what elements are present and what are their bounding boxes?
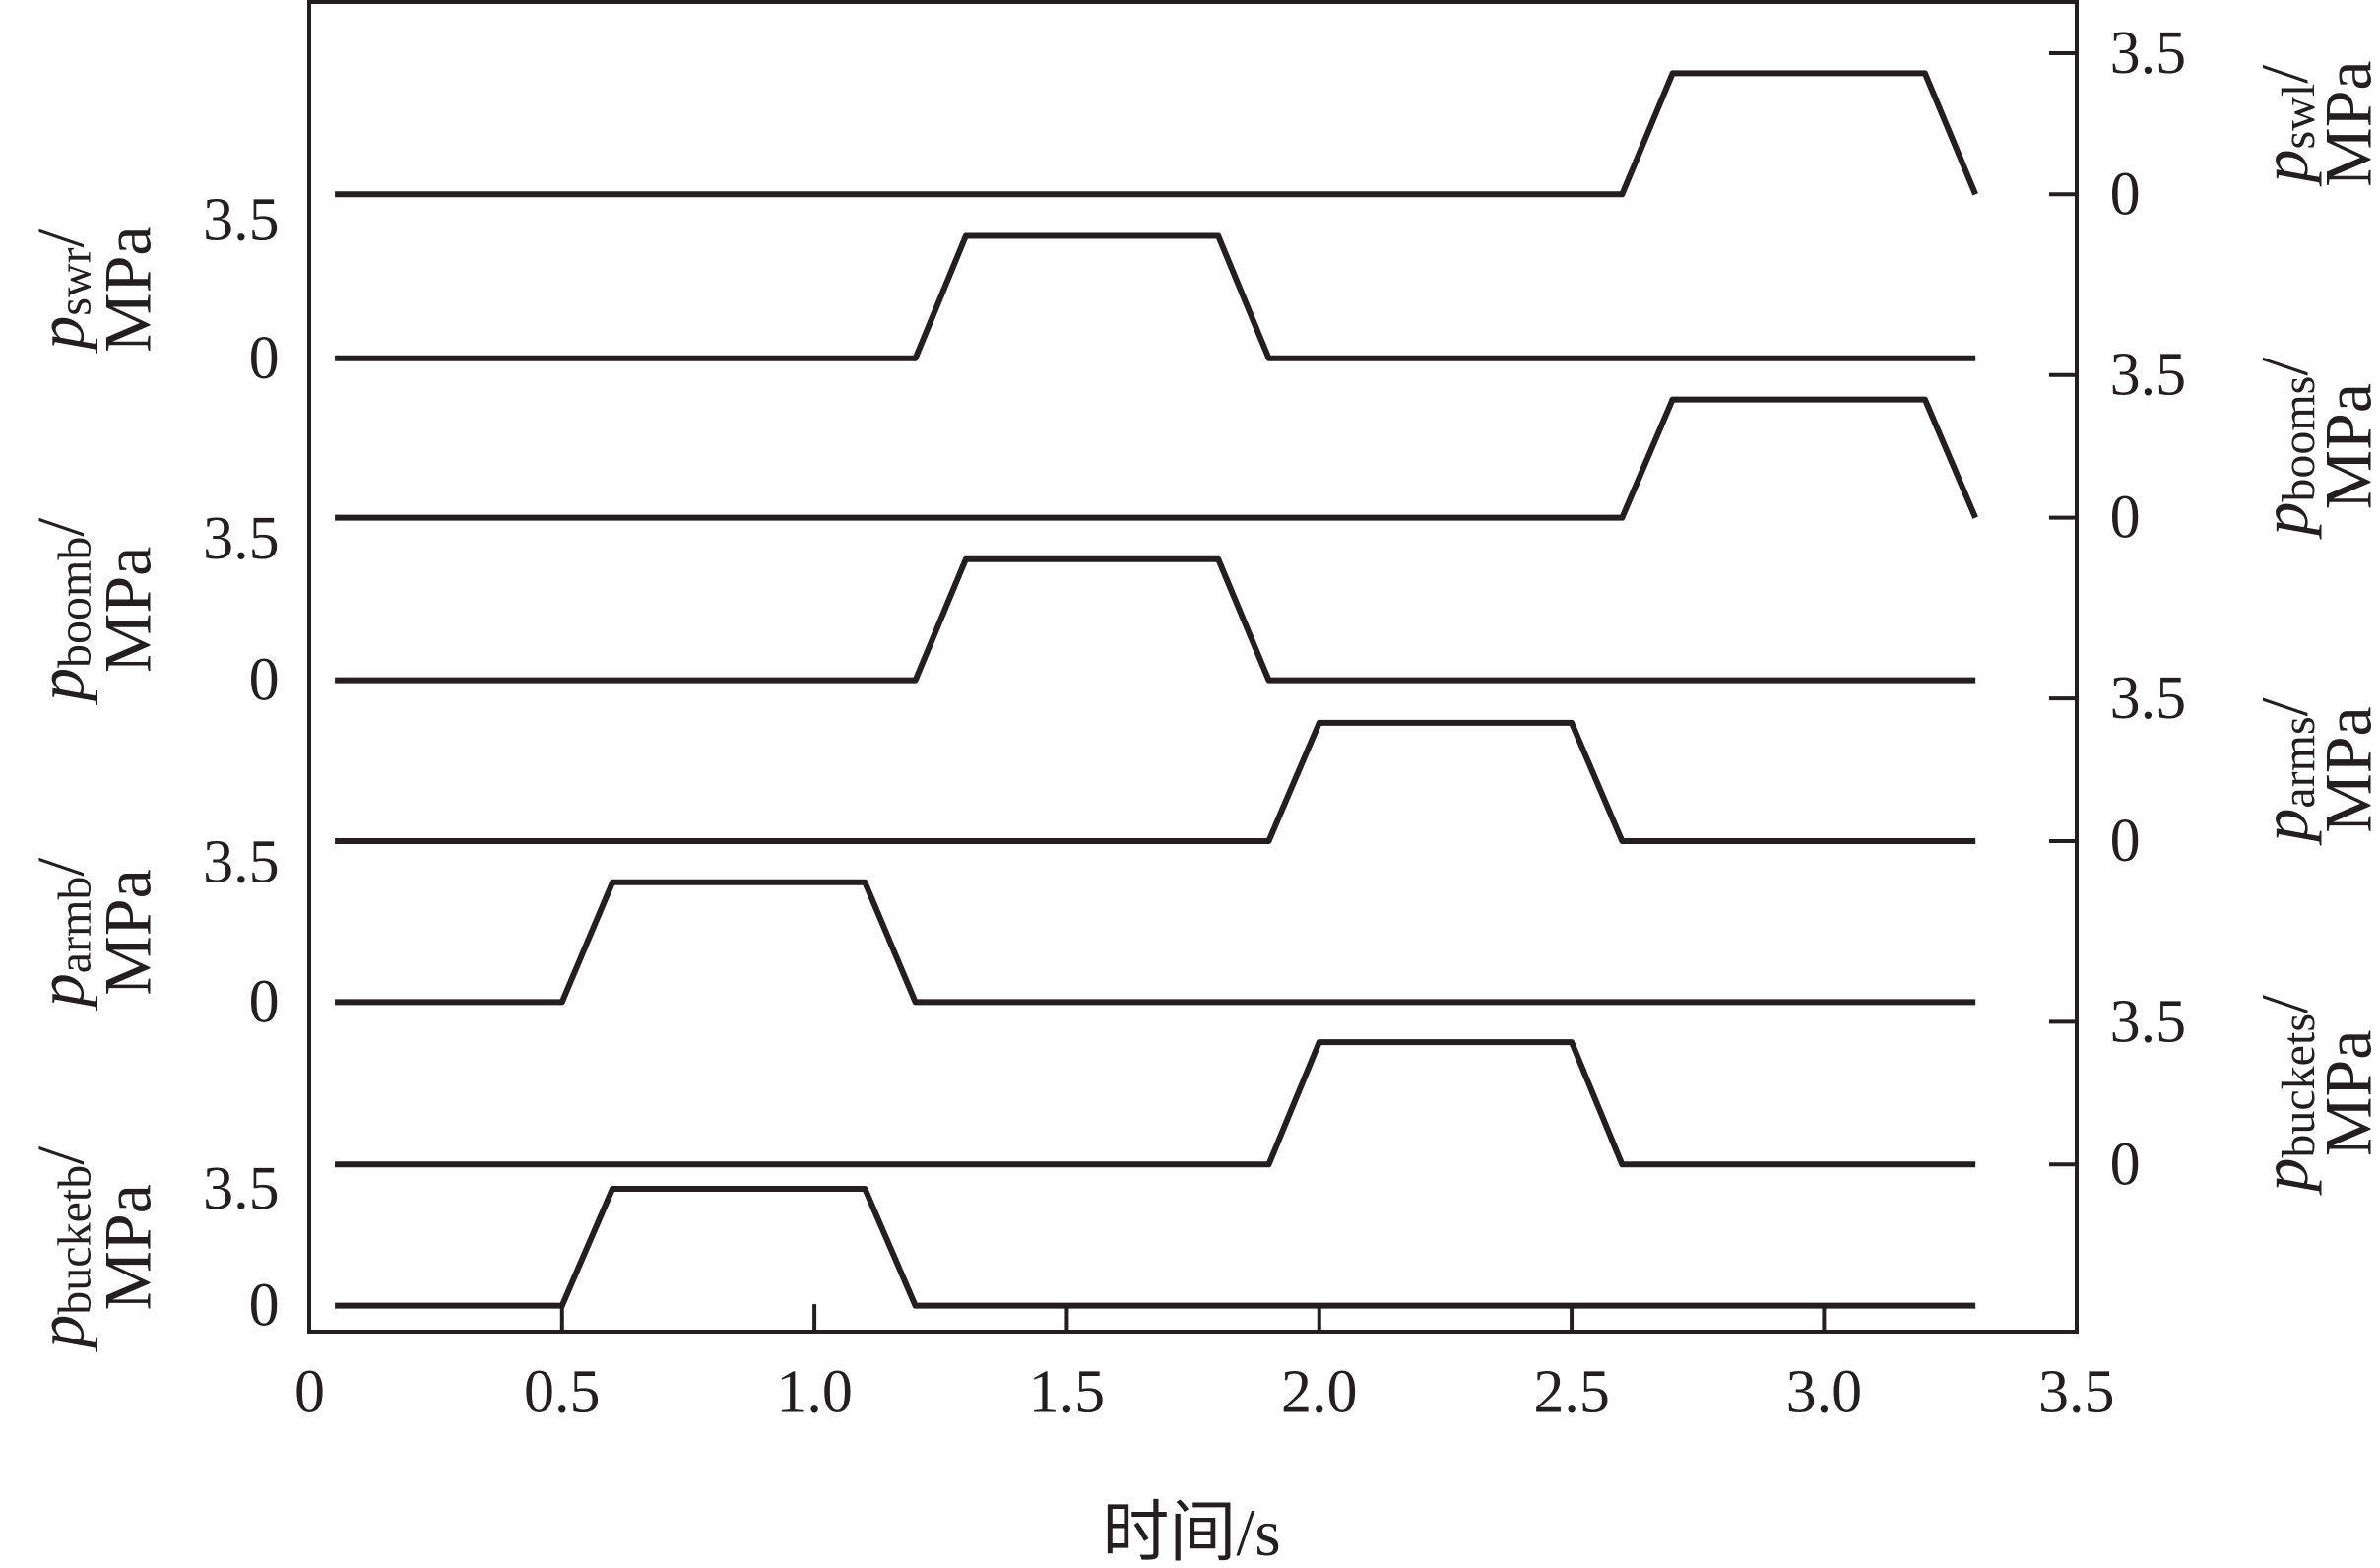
label-symbol: p [2247, 149, 2322, 186]
label-subscript: arms [2272, 716, 2324, 808]
label-separator: / [2247, 65, 2322, 84]
label-separator: / [24, 1146, 98, 1165]
x-tick-label: 3.5 [2038, 1359, 2115, 1426]
series-label: parms/ [2247, 697, 2325, 845]
label-symbol: p [24, 668, 98, 705]
label-subscript: bucketb [48, 1165, 100, 1315]
series-label-unit: MPa [2311, 1030, 2380, 1156]
y-tick-label: 0 [249, 325, 280, 392]
label-separator: / [2247, 697, 2322, 716]
label-separator: / [24, 518, 98, 537]
series-line [335, 70, 1978, 198]
y-tick-label: 0 [249, 1273, 280, 1339]
y-tick-label: 0 [249, 647, 280, 714]
y-tick-label: 3.5 [203, 1155, 280, 1222]
series-line [335, 879, 1976, 1006]
y2-tick-label: 3.5 [2110, 665, 2187, 732]
series-label-unit: MPa [90, 1184, 164, 1310]
series-label: parmb/ [24, 858, 101, 1012]
x-axis-label: 时间/s [1102, 1495, 1280, 1568]
series-label: pswr/ [24, 229, 101, 353]
y2-tick-label: 0 [2110, 485, 2141, 552]
label-subscript: buckets [2272, 1013, 2324, 1158]
x-tick-label: 0 [294, 1359, 325, 1426]
y-tick-label: 3.5 [203, 829, 280, 896]
x-tick-label: 2.0 [1281, 1359, 1358, 1426]
y-tick-label: 3.5 [203, 505, 280, 572]
series-label-unit: MPa [2311, 383, 2380, 509]
label-separator: / [2247, 995, 2322, 1013]
label-separator: / [2247, 358, 2322, 376]
label-subscript: booms [2272, 376, 2324, 502]
series-label-unit: MPa [90, 869, 164, 995]
label-symbol: p [24, 316, 98, 354]
series-label: pbucketb/ [24, 1146, 101, 1352]
y2-tick-label: 3.5 [2110, 988, 2187, 1055]
x-tick-label: 2.5 [1533, 1359, 1610, 1426]
y-tick-label: 3.5 [203, 187, 280, 254]
series-label-unit: MPa [90, 547, 164, 673]
series-line [335, 555, 1976, 684]
label-separator: / [24, 229, 98, 247]
y2-tick-label: 3.5 [2110, 20, 2187, 87]
series-line [335, 1039, 1976, 1168]
series-label-unit: MPa [90, 226, 164, 352]
series-label-unit: MPa [2311, 706, 2380, 832]
label-subscript: boomb [48, 537, 100, 668]
y2-tick-label: 0 [2110, 808, 2141, 875]
label-symbol: p [2247, 502, 2322, 540]
label-subscript: swl [2272, 84, 2324, 150]
series-label-unit: MPa [2311, 60, 2380, 186]
series-line [335, 719, 1976, 844]
y2-tick-label: 0 [2110, 1131, 2141, 1198]
y2-tick-label: 3.5 [2110, 342, 2187, 409]
label-symbol: p [24, 1315, 98, 1352]
y2-tick-label: 0 [2110, 161, 2141, 228]
series-line [335, 232, 1976, 361]
y-tick-label: 0 [249, 968, 280, 1035]
label-subscript: swr [48, 247, 100, 315]
label-subscript: armb [48, 877, 100, 974]
label-separator: / [24, 858, 98, 877]
plot-frame [307, 0, 2079, 1334]
label-symbol: p [2247, 1158, 2322, 1196]
series-line [335, 1185, 1976, 1309]
series-label: pswl/ [2247, 65, 2325, 187]
series-label: pbooms/ [2247, 358, 2325, 540]
x-tick-label: 1.5 [1029, 1359, 1106, 1426]
series-label: pboomb/ [24, 518, 101, 705]
label-symbol: p [24, 973, 98, 1011]
series-label: pbuckets/ [2247, 995, 2325, 1196]
x-tick-label: 3.0 [1786, 1359, 1863, 1426]
label-symbol: p [2247, 809, 2322, 846]
x-tick-label: 0.5 [524, 1359, 601, 1426]
series-line [335, 396, 1978, 521]
x-tick-label: 1.0 [776, 1359, 853, 1426]
